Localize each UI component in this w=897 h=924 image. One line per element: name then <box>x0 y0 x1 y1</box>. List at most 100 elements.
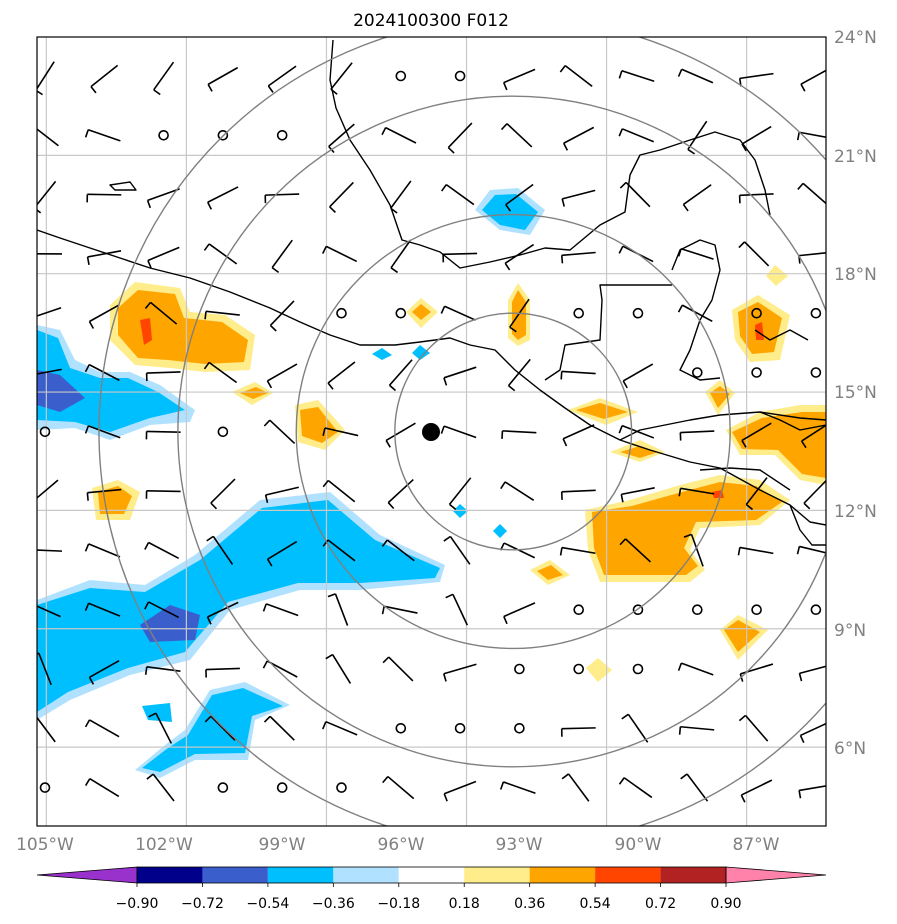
positive-anomaly-spot <box>300 407 338 443</box>
wind-barb <box>388 359 413 392</box>
lat-label: 15°N <box>834 383 877 403</box>
negative-anomaly-gulf-core <box>482 194 538 230</box>
border-mexico-guatemala <box>544 284 672 381</box>
wind-barb <box>144 541 180 560</box>
wind-barb <box>327 361 356 390</box>
wind-barb <box>84 129 121 142</box>
wind-barb <box>619 181 651 208</box>
calm-wind-marker <box>632 604 644 616</box>
calm-wind-marker <box>276 130 288 141</box>
wind-barb <box>37 61 55 96</box>
positive-anomaly-yucatan-max <box>755 322 764 340</box>
wind-barb <box>440 305 476 321</box>
colorbar-tick-label: −0.72 <box>181 896 224 912</box>
lat-label: 9°N <box>834 621 866 641</box>
wind-barb <box>738 241 770 267</box>
wind-barb <box>559 546 596 556</box>
wind-barb <box>677 662 714 676</box>
wind-barb <box>37 306 62 317</box>
calm-wind-marker <box>395 70 407 82</box>
border-nicaragua <box>699 467 791 491</box>
wind-barb <box>204 310 240 320</box>
wind-barb <box>84 543 121 558</box>
colorbar-labels: −0.90 −0.72 −0.54 −0.36 −0.18 0.18 0.36 0.54 0.7… <box>116 883 742 912</box>
positive-anomaly-caribbean-core <box>732 412 826 478</box>
wind-barb <box>205 667 240 678</box>
wind-barb <box>144 601 180 619</box>
wind-barb <box>37 253 63 255</box>
wind-barb <box>321 245 358 263</box>
colorbar-extend-low <box>36 866 138 884</box>
wind-barb <box>560 251 596 264</box>
wind-barb <box>321 720 358 736</box>
calm-wind-marker <box>751 367 762 378</box>
lon-label: 105°W <box>16 835 74 855</box>
wind-barb <box>382 656 414 682</box>
negative-anomaly-band-core <box>37 500 440 712</box>
wind-barb <box>738 714 769 742</box>
wind-barb <box>442 252 478 263</box>
range-ring <box>394 312 633 551</box>
wind-barb <box>147 246 180 269</box>
wind-barb <box>263 419 296 445</box>
wind-barb <box>448 477 472 511</box>
wind-barb <box>84 602 121 617</box>
negative-anomaly-max-west <box>37 370 85 412</box>
wind-barb <box>677 304 713 322</box>
wind-barb <box>737 546 774 556</box>
positive-anomaly-west-max <box>140 318 152 345</box>
wind-barb <box>206 535 234 565</box>
wind-barb <box>560 727 596 737</box>
wind-barb <box>88 659 120 685</box>
wind-barb <box>620 487 655 503</box>
calm-wind-marker <box>454 722 466 734</box>
wind-barb <box>687 120 708 155</box>
colorbar-tick-label: 0.18 <box>449 896 480 912</box>
wind-barb <box>440 425 477 439</box>
colorbar-segment <box>202 867 268 883</box>
wind-barb <box>153 61 175 96</box>
wind-barb <box>447 122 473 154</box>
wind-barb <box>618 424 655 439</box>
negative-anomaly-spot <box>412 345 430 360</box>
wind-barb <box>387 479 414 510</box>
lon-label: 102°W <box>135 835 193 855</box>
calm-wind-marker <box>336 307 347 319</box>
calm-wind-marker <box>810 307 822 319</box>
wind-barb <box>86 250 122 265</box>
wind-barb <box>502 68 536 91</box>
wind-barb <box>37 549 63 552</box>
wind-barb <box>264 193 300 204</box>
wind-barb <box>683 533 704 567</box>
wind-barb <box>798 785 826 799</box>
wind-barb <box>499 781 536 795</box>
negative-anomaly-south-core <box>142 688 283 772</box>
wind-barb <box>263 715 295 741</box>
wind-barb <box>622 363 654 389</box>
negative-anomaly-spot <box>493 524 507 538</box>
wind-barb <box>503 602 536 625</box>
storm-center-marker <box>422 423 440 441</box>
wind-barb <box>505 183 534 212</box>
calm-wind-marker <box>395 307 407 319</box>
map-plot-area <box>37 37 826 826</box>
wind-barb <box>741 422 772 448</box>
wind-barb <box>500 481 535 501</box>
calm-wind-marker <box>810 604 822 616</box>
wind-barb <box>88 304 120 329</box>
wind-barb <box>203 243 238 265</box>
wind-barb <box>560 370 596 380</box>
wind-barb <box>803 479 826 510</box>
wind-barb <box>146 773 175 802</box>
positive-anomaly-spot <box>586 658 612 682</box>
calm-wind-marker <box>336 782 347 793</box>
wind-barb <box>203 361 238 384</box>
lon-label: 93°W <box>496 835 543 855</box>
wind-barb <box>443 780 477 802</box>
range-ring <box>98 37 826 826</box>
coastline-gulf-mexico <box>329 39 771 269</box>
colorbar-segment <box>529 867 596 883</box>
positive-anomaly-spot <box>240 387 268 399</box>
wind-barb <box>37 479 59 509</box>
